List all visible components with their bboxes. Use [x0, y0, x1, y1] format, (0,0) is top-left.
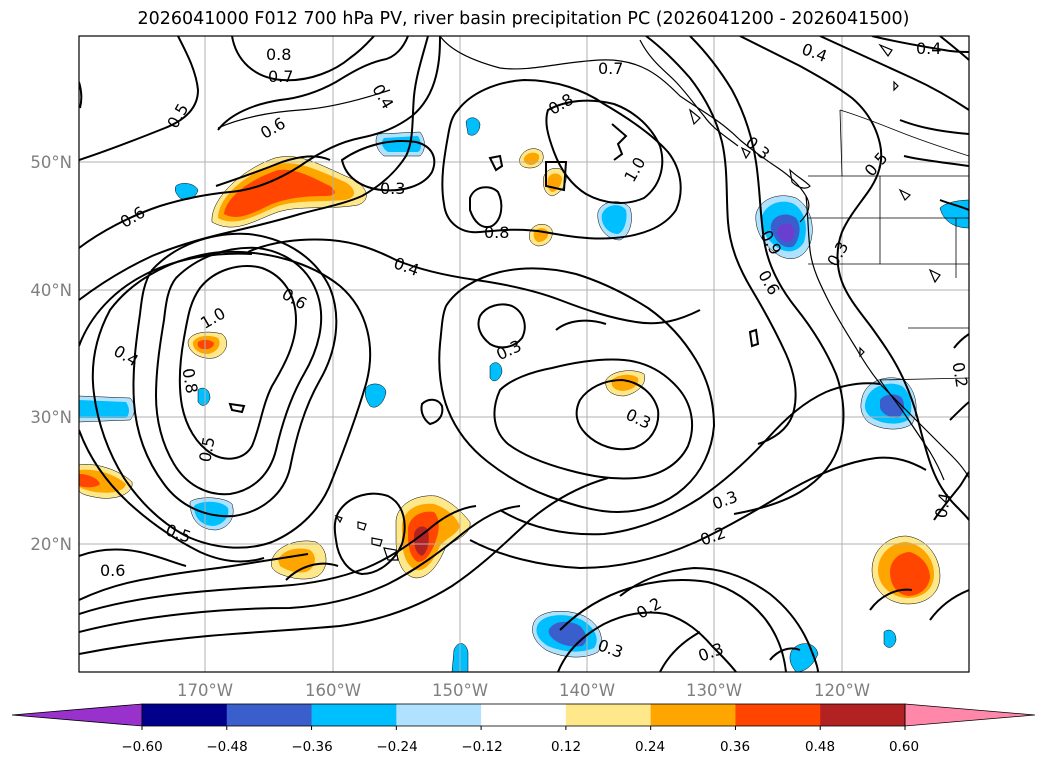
precip-patches: [79, 117, 969, 672]
contour-label: 0.8: [484, 223, 509, 242]
colorbar-segment: [142, 704, 228, 726]
contour-label: 0.7: [598, 59, 623, 78]
colorbar-extend-low: [11, 703, 143, 727]
contour-label: 0.3: [623, 405, 654, 433]
colorbar-tick-label: 0.36: [720, 739, 750, 755]
colorbar-tick-label: 0.48: [805, 739, 835, 755]
precip-patch-hawaii-east: [395, 495, 471, 579]
lat-axis-labels: 50°N 40°N 30°N 20°N: [30, 153, 72, 554]
contour-label: 1.0: [620, 154, 649, 186]
colorbar-tick-label: −0.48: [206, 739, 247, 755]
contour-label: 0.4: [916, 39, 941, 58]
lon-label-130w: 130°W: [686, 681, 742, 700]
contour-label: 0.4: [799, 39, 829, 66]
colorbar-tick-label: 0.24: [635, 739, 665, 755]
lat-label-20n: 20°N: [30, 535, 72, 554]
contour-label: 0.3: [823, 238, 852, 270]
lon-label-160w: 160°W: [305, 681, 361, 700]
colorbar-segment: [735, 704, 821, 726]
pv-contours: [79, 36, 969, 672]
colorbar-segment: [481, 704, 567, 726]
political-borders: [808, 109, 969, 381]
colorbar-tick-label: −0.36: [291, 739, 332, 755]
contour-label: 0.6: [257, 113, 289, 142]
contour-label: 0.6: [100, 561, 125, 580]
colorbar-tick-label: 0.60: [889, 739, 919, 755]
contour-label: 0.3: [742, 133, 774, 164]
contour-label: 0.2: [948, 361, 971, 389]
precip-patch-mid-pacific: [605, 370, 646, 397]
contour-label: 0.5: [861, 148, 892, 180]
precip-patch-small-orange-1: [187, 331, 227, 359]
colorbar-segments: [11, 703, 1036, 730]
contour-label: 0.7: [268, 67, 293, 86]
lon-axis-labels: 170°W 160°W 150°W 140°W 130°W 120°W: [177, 681, 870, 700]
contour-label: 0.3: [595, 635, 625, 662]
precip-patch-blue-socal: [860, 377, 917, 430]
contour-label: 0.3: [696, 639, 726, 666]
precip-patch-blue-south: [532, 610, 602, 658]
lat-label-40n: 40°N: [30, 281, 72, 300]
map-frame: [78, 35, 970, 673]
contour-label: 0.4: [368, 81, 397, 113]
contour-label: 0.4: [931, 491, 954, 519]
contour-label: 0.8: [545, 89, 577, 118]
lat-label-30n: 30°N: [30, 408, 72, 427]
colorbar-extend-high: [904, 703, 1036, 727]
colorbar-tick-label: 0.12: [551, 739, 581, 755]
colorbar-tick-label: −0.24: [376, 739, 417, 755]
contour-label: 0.2: [633, 593, 665, 622]
map-title: 2026041000 F012 700 hPa PV, river basin …: [137, 9, 910, 29]
colorbar-segment: [226, 704, 313, 726]
contour-label: 0.6: [754, 267, 783, 299]
contour-label: 0.4: [391, 253, 421, 280]
lon-label-140w: 140°W: [559, 681, 615, 700]
lon-label-120w: 120°W: [814, 681, 870, 700]
precip-patch-blue-pnw: [755, 195, 813, 259]
colorbar-tick-label: −0.12: [461, 739, 502, 755]
contour-label: 0.5: [163, 520, 193, 547]
lat-label-50n: 50°N: [30, 153, 72, 172]
colorbar: −0.60 −0.48 −0.36 −0.24 −0.12 0.12 0.24 …: [11, 703, 1036, 755]
lon-label-150w: 150°W: [432, 681, 488, 700]
colorbar-segment: [820, 704, 906, 726]
colorbar-outline: [141, 703, 906, 727]
contour-label: 0.8: [178, 367, 201, 395]
precip-patch-mexico-offshore: [871, 535, 941, 605]
colorbar-ticks: −0.60 −0.48 −0.36 −0.24 −0.12 0.12 0.24 …: [121, 739, 919, 755]
contour-label: 0.2: [698, 523, 728, 550]
contour-label: 0.5: [195, 435, 218, 463]
colorbar-segment: [650, 704, 736, 726]
precip-patch-west-edge: [79, 464, 133, 499]
contour-label: 1.0: [197, 303, 229, 332]
colorbar-segment: [396, 704, 482, 726]
colorbar-segment: [311, 704, 397, 726]
colorbar-segment: [565, 704, 652, 726]
precip-patch-hawaii-west: [271, 540, 327, 580]
contour-label: 0.6: [117, 202, 149, 231]
map-area: 0.8 0.7 0.5 0.6 0.4 0.3 0.7 0.8 1.0 0.4 …: [79, 36, 971, 672]
lon-label-170w: 170°W: [177, 681, 233, 700]
precip-patch-blue-west: [79, 395, 135, 423]
contour-label: 0.8: [266, 45, 291, 64]
colorbar-tick-label: −0.60: [121, 739, 162, 755]
contour-label: 0.3: [380, 179, 405, 198]
coastlines: [217, 36, 969, 561]
contour-label: 0.4: [110, 341, 142, 370]
contour-label: 0.6: [279, 284, 311, 313]
